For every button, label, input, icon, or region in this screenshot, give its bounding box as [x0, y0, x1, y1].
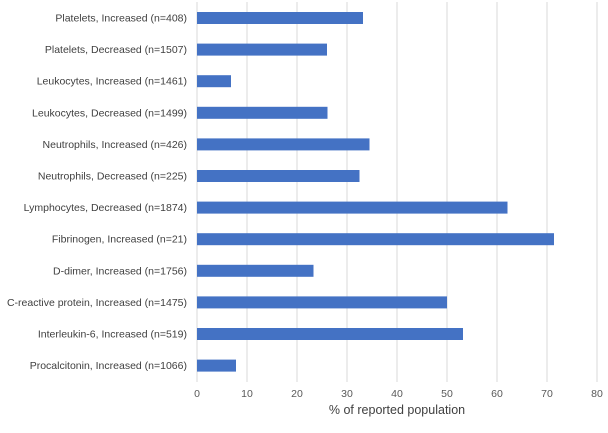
- x-tick-label-80: 80: [591, 388, 603, 400]
- bar-10: [197, 328, 463, 340]
- bar-9: [197, 296, 447, 309]
- category-label-9: C-reactive protein, Increased (n=1475): [7, 297, 187, 309]
- bar-7: [197, 233, 554, 246]
- category-label-1: Platelets, Decreased (n=1507): [45, 44, 187, 56]
- bar-11: [197, 359, 236, 372]
- category-label-3: Leukocytes, Decreased (n=1499): [32, 107, 187, 119]
- x-tick-label-70: 70: [541, 388, 553, 400]
- bar-6: [197, 201, 508, 214]
- category-label-4: Neutrophils, Increased (n=426): [43, 139, 187, 151]
- category-label-11: Procalcitonin, Increased (n=1066): [30, 360, 187, 372]
- category-label-5: Neutrophils, Decreased (n=225): [38, 171, 187, 183]
- bar-1: [197, 43, 327, 56]
- x-tick-label-0: 0: [194, 388, 200, 400]
- x-tick-label-60: 60: [491, 388, 503, 400]
- x-tick-label-20: 20: [291, 388, 303, 400]
- x-tick-label-40: 40: [391, 388, 403, 400]
- bar-3: [197, 106, 328, 119]
- x-tick-label-10: 10: [241, 388, 253, 400]
- x-axis-tick-labels: 0 10 20 30 40 50 60 70 80: [194, 388, 603, 400]
- bars: [197, 12, 554, 372]
- bar-8: [197, 264, 314, 277]
- x-axis-title: % of reported population: [329, 403, 465, 417]
- category-label-8: D-dimer, Increased (n=1756): [53, 265, 187, 277]
- bar-2: [197, 75, 231, 88]
- category-label-10: Interleukin-6, Increased (n=519): [38, 329, 187, 341]
- x-tick-label-50: 50: [441, 388, 453, 400]
- category-label-7: Fibrinogen, Increased (n=21): [52, 234, 187, 246]
- category-label-0: Platelets, Increased (n=408): [55, 13, 187, 25]
- bar-0: [197, 12, 363, 24]
- category-labels: Platelets, Increased (n=408) Platelets, D…: [7, 13, 187, 373]
- x-tick-label-30: 30: [341, 388, 353, 400]
- bar-4: [197, 138, 370, 151]
- grid-lines: [196, 2, 598, 382]
- bar-5: [197, 170, 360, 182]
- category-label-2: Leukocytes, Increased (n=1461): [37, 76, 187, 88]
- category-label-6: Lymphocytes, Decreased (n=1874): [24, 202, 187, 214]
